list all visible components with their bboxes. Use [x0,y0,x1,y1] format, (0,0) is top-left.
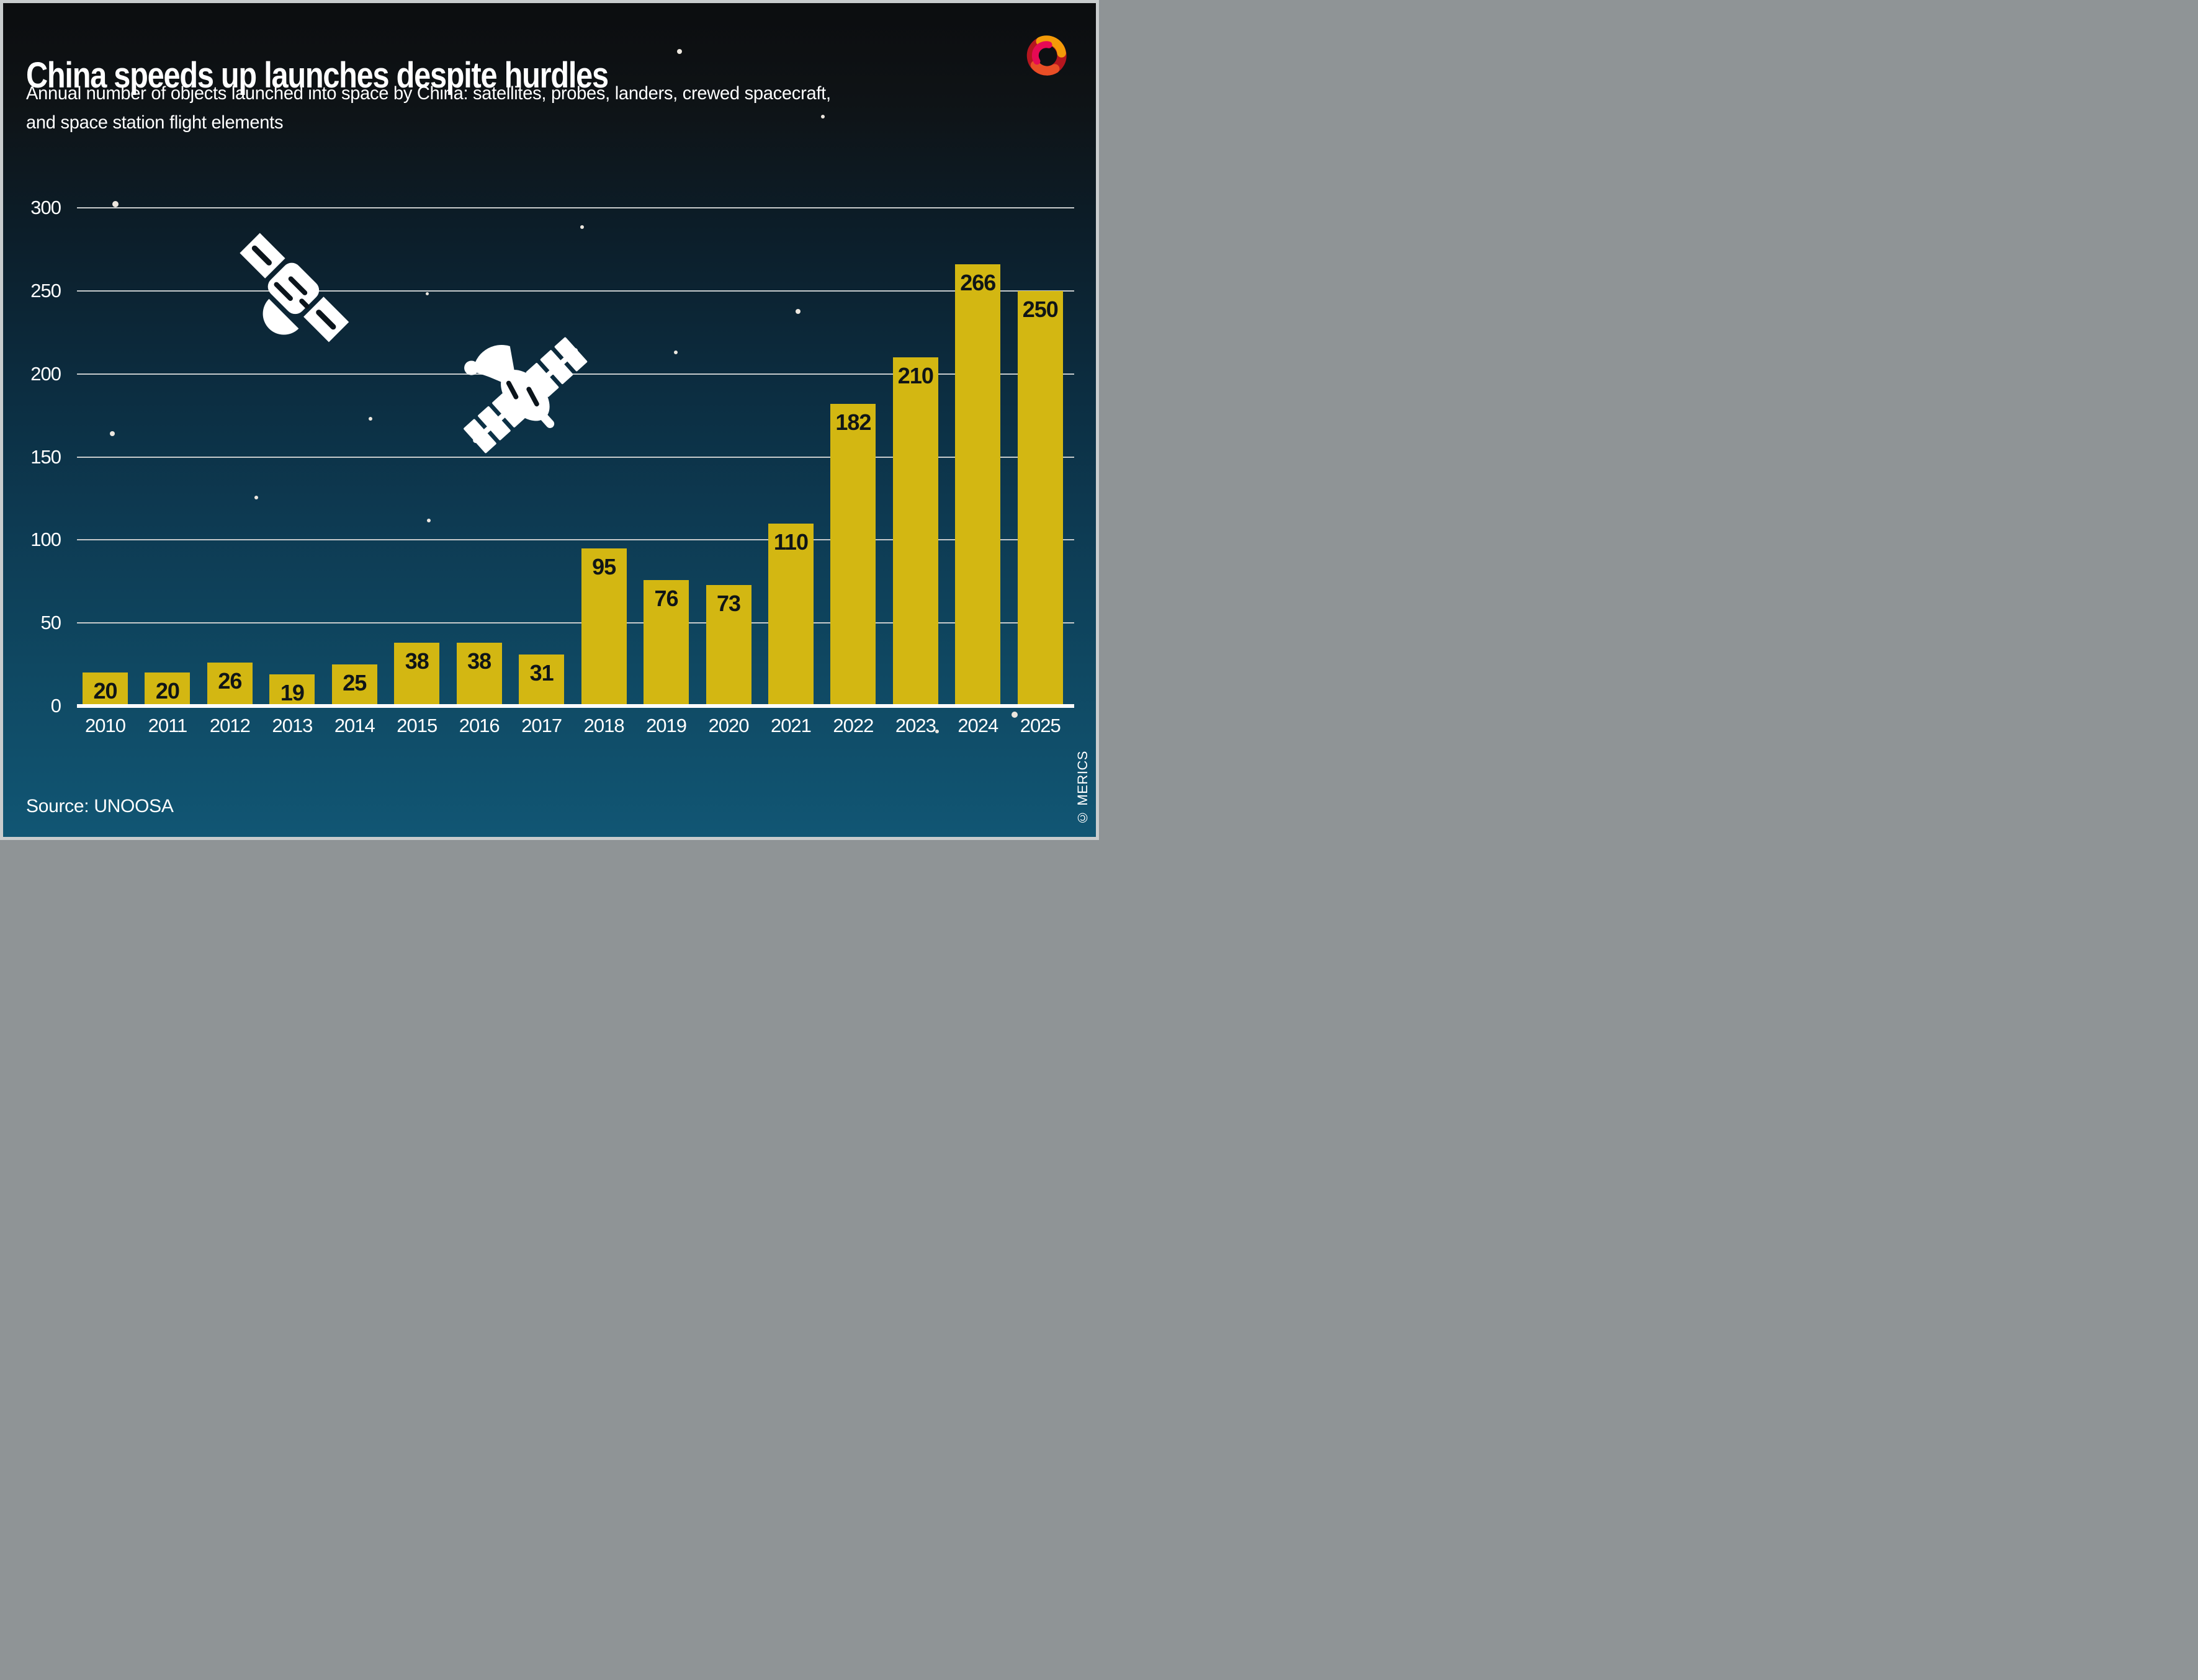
x-axis-label: 2012 [209,715,251,736]
bar-2012: 26 [207,663,253,706]
star-dot [580,225,584,229]
x-axis-label: 2016 [459,715,500,736]
x-axis-label: 2022 [833,715,874,736]
star-dot [821,115,825,118]
chart-subtitle-line2: and space station flight elements [26,112,284,133]
gridline [77,207,1074,208]
gridline [77,539,1074,541]
y-axis-label: 150 [30,445,61,468]
gridline [77,622,1074,624]
bar-2019: 76 [644,579,689,706]
star-dot [1012,712,1018,718]
bar-value-label: 76 [654,585,679,611]
bar-2013: 19 [269,674,315,706]
gridline [77,290,1074,292]
x-axis-label: 2011 [148,715,188,736]
star-dot [427,519,431,522]
bar-value-label: 182 [835,409,871,435]
bar-value-label: 20 [93,678,117,704]
bar-2020: 73 [706,584,751,706]
y-axis-label: 200 [30,362,61,385]
bar-value-label: 38 [405,648,429,674]
x-axis-label: 2021 [770,715,812,736]
x-axis-label: 2018 [583,715,625,736]
infographic-canvas: China speeds up launches despite hurdles… [0,0,1099,840]
y-axis-label: 0 [50,695,61,717]
x-axis-label: 2025 [1020,715,1061,736]
bar-value-label: 110 [773,529,809,555]
bar-2016: 38 [456,643,502,706]
x-axis-label: 2019 [646,715,687,736]
x-axis-label: 2020 [708,715,750,736]
x-axis-label: 2024 [958,715,998,736]
bar-2014: 25 [331,664,377,706]
star-dot [935,730,939,733]
plot-area: 20 20 26 19 25 38 38 31 95 76 73 110 182 210 266 250 [77,207,1074,708]
chart-subtitle: Annual number of objects launched into s… [26,79,831,137]
bar-value-label: 20 [155,678,180,704]
bar-value-label: 73 [716,590,741,616]
bar-2011: 20 [145,672,191,706]
copyright-note: © MERICS [1075,751,1090,826]
bar-2021: 110 [768,523,814,706]
bar-2025: 250 [1017,290,1063,706]
bar-value-label: 26 [218,668,242,694]
x-axis-label: 2014 [334,715,375,736]
bar-2023: 210 [892,357,938,706]
bar-value-label: 19 [280,680,305,706]
x-axis-label: 2015 [397,715,437,736]
y-axis-label: 50 [40,612,61,634]
bar-value-label: 31 [529,660,554,686]
star-dot [254,496,258,499]
bar-2024: 266 [955,264,1001,706]
bar-value-label: 95 [592,553,616,579]
x-axis-label: 2010 [85,715,126,736]
y-axis-label: 300 [30,197,61,218]
star-dot [796,309,801,314]
star-dot [369,417,372,421]
bar-2010: 20 [83,672,128,706]
gridline [77,373,1074,375]
bar-value-label: 38 [467,648,491,674]
chart-title: China speeds up launches despite hurdles [26,55,609,96]
bar-value-label: 210 [897,362,934,388]
bar-value-label: 250 [1022,296,1059,322]
source-note: Source: UNOOSA [26,796,174,816]
gridline [77,456,1074,458]
bar-value-label: 25 [343,670,367,696]
bar-2015: 38 [394,643,440,706]
bar-value-label: 266 [960,270,996,295]
star-dot [425,292,429,295]
y-axis-label: 100 [30,529,61,551]
x-axis-label: 2013 [272,715,313,736]
merics-logo [1026,35,1067,76]
bar-2022: 182 [830,403,876,706]
y-axis-label: 250 [30,279,61,302]
x-axis-baseline [77,704,1074,708]
star-dot [112,201,119,207]
x-axis-label: 2023 [895,715,936,736]
star-dot [677,49,682,54]
star-dot [110,431,115,436]
x-axis-label: 2017 [521,715,562,736]
space-probe-icon [464,337,588,454]
satellite-icon [240,233,349,342]
bar-2017: 31 [519,655,565,706]
chart-subtitle-line1: Annual number of objects launched into s… [26,83,831,104]
bar-2018: 95 [581,548,627,706]
star-dot [674,351,678,354]
